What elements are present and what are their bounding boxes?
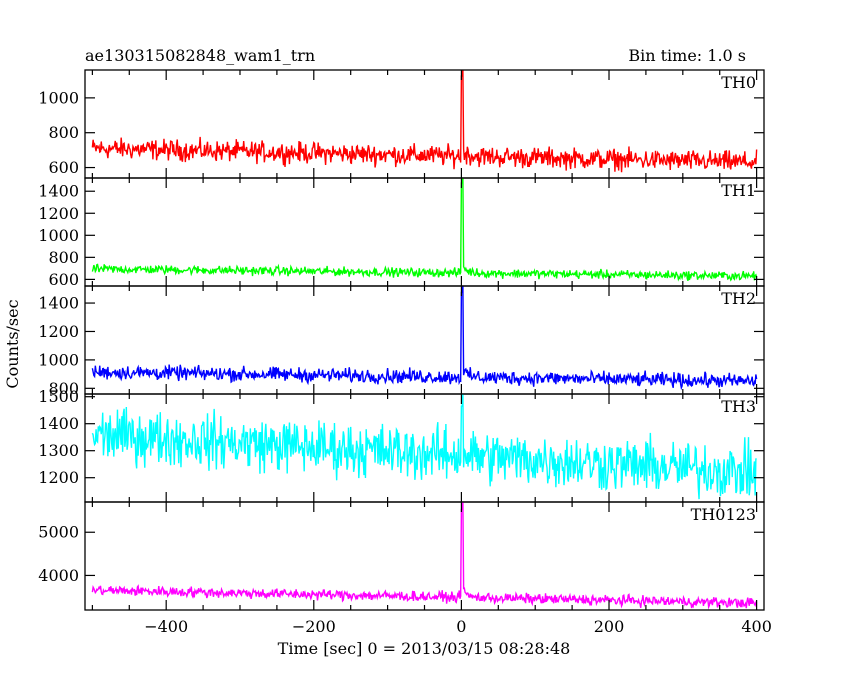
bin-time-label: Bin time: 1.0 s (628, 46, 746, 65)
y-tick-label: 600 (48, 158, 79, 177)
panel-th2: 800 1000 1200 1400 TH2 (38, 285, 765, 398)
chart-title: ae130315082848_wam1_trn (85, 46, 315, 65)
x-tick-label: 0 (456, 617, 466, 636)
panels-group: 600 800 1000 TH0 600 800 1000 1200 1400 TH1 800 100… (38, 69, 772, 636)
y-tick-label: 800 (48, 248, 79, 267)
y-tick-label: 1400 (38, 414, 79, 433)
y-axis-label: Counts/sec (3, 299, 22, 388)
x-tick-label: 400 (741, 617, 772, 636)
y-tick-label: 1300 (38, 441, 79, 460)
y-tick-label: 1500 (38, 387, 79, 406)
panel-th0123: 4000 5000 TH0123 (38, 501, 765, 611)
y-tick-label: 1200 (38, 204, 79, 223)
y-tick-label: 1200 (38, 322, 79, 341)
series-line-th2 (91, 285, 758, 391)
x-tick-label: −200 (292, 617, 336, 636)
y-tick-label: 1000 (38, 88, 79, 107)
panel-label: TH1 (721, 181, 756, 200)
y-tick-label: 800 (48, 379, 79, 398)
y-tick-label: 1000 (38, 350, 79, 369)
y-tick-label: 5000 (38, 523, 79, 542)
panel-th1: 600 800 1000 1200 1400 TH1 (38, 177, 765, 289)
x-axis-label: Time [sec] 0 = 2013/03/15 08:28:48 (278, 639, 571, 658)
panel-label: TH2 (721, 289, 756, 308)
series-line-th1 (91, 177, 758, 282)
y-tick-label: 1400 (38, 294, 79, 313)
panel-label: TH0 (721, 73, 756, 92)
x-tick-label: −400 (144, 617, 188, 636)
y-tick-label: 1000 (38, 226, 79, 245)
y-tick-label: 1200 (38, 468, 79, 487)
y-tick-label: 4000 (38, 566, 79, 585)
series-line-th0123 (91, 501, 758, 610)
y-tick-label: 800 (48, 123, 79, 142)
panel-label: TH3 (721, 397, 756, 416)
panel-th0: 600 800 1000 TH0 (38, 69, 765, 179)
panel-label: TH0123 (691, 505, 756, 524)
y-tick-label: 600 (48, 270, 79, 289)
series-line-th3 (91, 393, 757, 500)
series-line-th0 (91, 69, 758, 173)
panel-frame (84, 501, 765, 611)
panel-th3: 1200 1300 1400 1500 TH3 (38, 387, 765, 503)
x-tick-label: 200 (594, 617, 625, 636)
y-tick-label: 1400 (38, 182, 79, 201)
